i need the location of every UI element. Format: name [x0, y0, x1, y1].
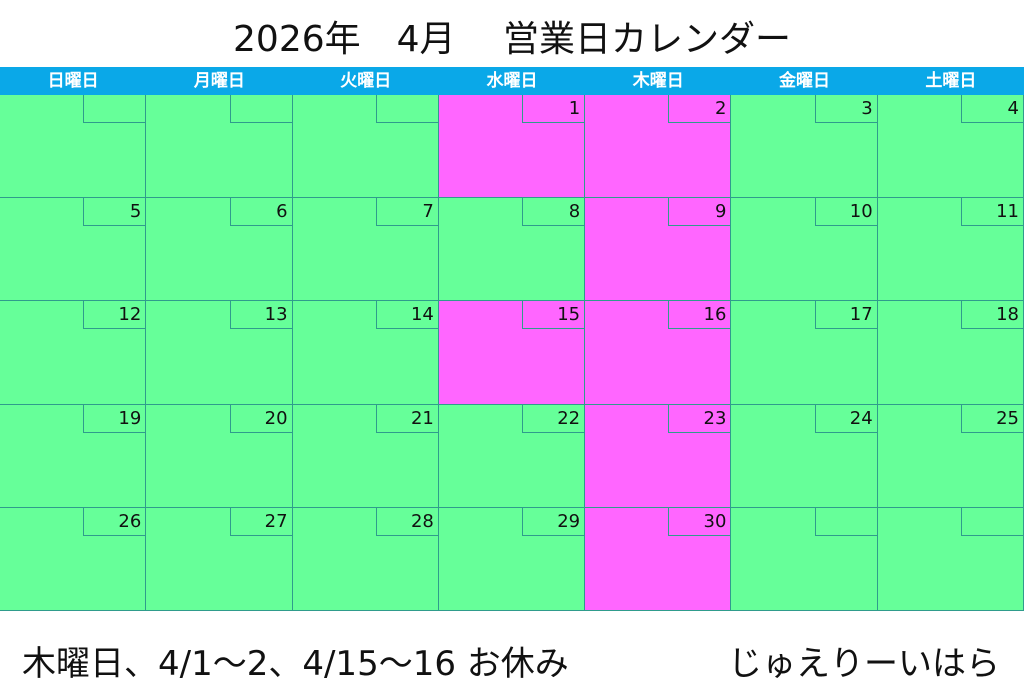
day-cell: 18 [877, 301, 1024, 405]
day-cell: 5 [0, 198, 147, 302]
day-number [375, 95, 438, 123]
day-number: 9 [668, 198, 731, 227]
day-cell: 20 [146, 404, 293, 508]
day-number: 13 [229, 301, 292, 330]
day-number: 25 [961, 404, 1023, 433]
day-number: 22 [522, 404, 585, 433]
day-cell: 26 [0, 507, 147, 611]
shop-name: じゅえりーいはら [728, 644, 1000, 684]
day-cell: 23 [585, 404, 732, 508]
day-cell: 21 [292, 404, 439, 508]
day-number: 30 [668, 507, 731, 536]
day-cell: 9 [585, 198, 732, 302]
weekday-label: 木曜日 [632, 71, 684, 91]
weekday-label: 金曜日 [779, 71, 831, 91]
day-cell: 25 [877, 404, 1024, 508]
weekday-label: 土曜日 [925, 71, 977, 91]
day-cell: 2 [585, 95, 732, 199]
day-number: 4 [961, 95, 1023, 123]
day-number: 27 [229, 507, 292, 536]
day-cell: 19 [0, 404, 147, 508]
day-cell: 27 [146, 507, 293, 611]
day-number: 16 [668, 301, 731, 330]
day-number: 3 [814, 95, 877, 123]
day-cell: 4 [877, 95, 1024, 199]
day-cell [0, 95, 147, 199]
day-number: 20 [229, 404, 292, 433]
day-number: 15 [522, 301, 585, 330]
day-number: 10 [814, 198, 877, 227]
day-number: 8 [522, 198, 585, 227]
day-cell: 16 [585, 301, 732, 405]
weekday-label: 日曜日 [47, 71, 99, 91]
day-cell: 1 [438, 95, 586, 199]
day-number: 17 [814, 301, 877, 330]
day-number: 26 [83, 507, 146, 536]
day-number: 5 [83, 198, 146, 227]
day-cell [146, 95, 293, 199]
day-number: 29 [522, 507, 585, 536]
day-number: 1 [522, 95, 585, 123]
day-number: 14 [375, 301, 438, 330]
day-number: 6 [229, 198, 292, 227]
day-number [961, 507, 1023, 536]
day-number: 18 [961, 301, 1023, 330]
day-cell: 11 [877, 198, 1024, 302]
day-cell: 7 [292, 198, 439, 302]
day-cell: 15 [438, 301, 586, 405]
day-cell [292, 95, 439, 199]
day-number: 21 [375, 404, 438, 433]
weekday-label: 水曜日 [486, 71, 538, 91]
day-cell [731, 507, 878, 611]
day-number: 11 [961, 198, 1023, 227]
day-cell: 28 [292, 507, 439, 611]
day-number: 24 [814, 404, 877, 433]
weekday-label: 月曜日 [193, 71, 245, 91]
day-cell: 29 [438, 507, 586, 611]
page-title: 2026年 4月 営業日カレンダー [233, 19, 791, 60]
weekday-label: 火曜日 [340, 71, 392, 91]
day-cell: 13 [146, 301, 293, 405]
day-number: 12 [83, 301, 146, 330]
day-number: 23 [668, 404, 731, 433]
day-number: 7 [375, 198, 438, 227]
day-number [229, 95, 292, 123]
day-cell: 30 [585, 507, 732, 611]
day-number: 28 [375, 507, 438, 536]
day-cell: 24 [731, 404, 878, 508]
day-cell: 17 [731, 301, 878, 405]
closed-days-note: 木曜日、4/1～2、4/15～16 お休み [22, 644, 569, 684]
day-number: 2 [668, 95, 731, 123]
day-cell: 12 [0, 301, 147, 405]
day-cell: 8 [438, 198, 586, 302]
day-number: 19 [83, 404, 146, 433]
weekday-header: 日曜日 月曜日 火曜日 水曜日 木曜日 金曜日 土曜日 [0, 67, 1024, 95]
day-cell: 3 [731, 95, 878, 199]
day-cell: 6 [146, 198, 293, 302]
day-number [83, 95, 146, 123]
day-cell: 22 [438, 404, 586, 508]
day-cell [877, 507, 1024, 611]
calendar-grid: 1 2 3 4 5 6 7 8 9 10 11 12 13 14 15 16 17 18 19 20 21 22 23 24 2… [0, 95, 1024, 611]
day-cell: 10 [731, 198, 878, 302]
day-cell: 14 [292, 301, 439, 405]
day-number [814, 507, 877, 536]
